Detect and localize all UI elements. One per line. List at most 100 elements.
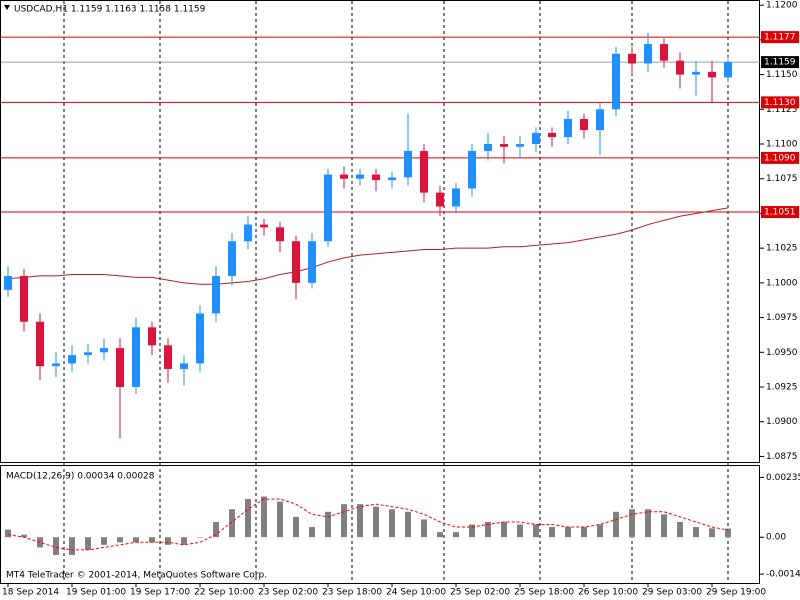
macd-bar xyxy=(501,521,507,538)
candle-body xyxy=(100,348,108,353)
macd-pane xyxy=(0,465,760,584)
level-label: 1.1130 xyxy=(764,98,796,108)
candle-body xyxy=(628,53,636,64)
main-pane xyxy=(0,0,760,463)
candle-body xyxy=(436,192,444,207)
y-tick-label: 1.0875 xyxy=(766,452,798,462)
moving-average xyxy=(7,207,729,285)
macd-bar xyxy=(309,527,315,538)
y-tick-label: 1.1025 xyxy=(766,244,798,254)
candle-body xyxy=(356,174,364,179)
candle-body xyxy=(500,144,508,147)
candle-body xyxy=(164,345,172,369)
level-label-box xyxy=(761,31,799,44)
macd-bar xyxy=(597,524,603,538)
candle-body xyxy=(468,150,476,189)
candle-body xyxy=(260,224,268,228)
macd-bar xyxy=(661,514,667,538)
macd-bar xyxy=(533,524,539,538)
candle-body xyxy=(212,275,220,314)
candle-body xyxy=(372,174,380,181)
candle-body xyxy=(20,275,28,322)
y-tick-label: 1.0975 xyxy=(766,313,798,323)
macd-bar xyxy=(149,537,155,543)
macd-bar xyxy=(725,528,731,538)
macd-bar xyxy=(277,501,283,538)
x-tick-label: 24 Sep 10:00 xyxy=(386,588,446,598)
candle-body xyxy=(708,71,716,78)
symbol-menu-icon[interactable] xyxy=(4,5,10,10)
macd-bar xyxy=(213,521,219,538)
candle-body xyxy=(180,363,188,369)
last-price-box xyxy=(761,56,799,69)
candle-body xyxy=(532,132,540,145)
x-tick-label: 22 Sep 10:00 xyxy=(194,588,254,598)
macd-bar xyxy=(405,511,411,538)
macd-bar xyxy=(261,496,267,538)
x-tick-label: 19 Sep 01:00 xyxy=(66,588,126,598)
macd-bar xyxy=(469,524,475,538)
macd-bar xyxy=(197,537,203,538)
macd-signal xyxy=(7,498,729,551)
macd-bar xyxy=(389,509,395,538)
y-tick-label: 1.1200 xyxy=(766,1,798,11)
macd-bar xyxy=(629,509,635,538)
macd-bar xyxy=(485,521,491,538)
day-separators xyxy=(63,1,729,583)
chart-title: USDCAD,H1 1.1159 1.1163 1.1158 1.1159 xyxy=(14,5,206,15)
macd-bar xyxy=(421,519,427,538)
level-label-box xyxy=(761,206,799,219)
last-price-label: 1.1159 xyxy=(764,58,796,68)
candle-body xyxy=(452,188,460,207)
macd-bar xyxy=(69,537,75,556)
y-tick-label: -0.00145 xyxy=(766,570,800,580)
level-label: 1.1051 xyxy=(764,208,796,218)
y-tick-label: 1.1150 xyxy=(766,70,798,80)
candle-body xyxy=(420,150,428,193)
macd-title: MACD(12,26,9) 0.00034 0.00028 xyxy=(6,472,155,482)
candle-body xyxy=(564,119,572,138)
level-label: 1.1090 xyxy=(764,153,796,163)
x-tick-label: 25 Sep 02:00 xyxy=(450,588,510,598)
macd-bar xyxy=(357,504,363,538)
candle-body xyxy=(388,177,396,181)
y-tick-label: 1.1000 xyxy=(766,278,798,288)
macd-bar xyxy=(517,524,523,538)
macd-bar xyxy=(453,532,459,538)
macd-bar xyxy=(709,528,715,538)
macd-bar xyxy=(677,521,683,538)
macd-bar xyxy=(53,537,59,556)
y-tick-label: 1.0900 xyxy=(766,417,798,427)
macd-bar xyxy=(581,527,587,538)
y-tick-label: 0.00235 xyxy=(766,473,800,483)
macd-bar xyxy=(5,529,11,538)
macd-bar xyxy=(325,511,331,538)
y-tick-label: 1.0950 xyxy=(766,348,798,358)
candle-body xyxy=(596,109,604,131)
candle-body xyxy=(36,321,44,367)
macd-bar xyxy=(613,511,619,538)
candle-body xyxy=(692,71,700,75)
candle-body xyxy=(724,62,732,78)
candle-body xyxy=(484,144,492,151)
candle-body xyxy=(148,327,156,346)
macd-bar xyxy=(693,527,699,538)
x-tick-label: 18 Sep 2014 xyxy=(2,588,59,598)
macd-bar xyxy=(437,532,443,538)
macd-bar xyxy=(565,527,571,538)
candle-body xyxy=(276,227,284,242)
candle-body xyxy=(228,241,236,276)
candle-body xyxy=(84,352,92,356)
x-tick-label: 29 Sep 19:00 xyxy=(706,588,766,598)
candle-body xyxy=(548,132,556,138)
candle-body xyxy=(660,44,668,61)
macd-bar xyxy=(85,537,91,550)
candle-body xyxy=(68,355,76,364)
candle-body xyxy=(308,241,316,283)
macd-bar xyxy=(181,537,187,545)
macd-bar xyxy=(229,509,235,538)
candle-body xyxy=(340,174,348,179)
candle-body xyxy=(116,348,124,388)
macd-bar xyxy=(293,516,299,538)
candle-body xyxy=(292,241,300,283)
